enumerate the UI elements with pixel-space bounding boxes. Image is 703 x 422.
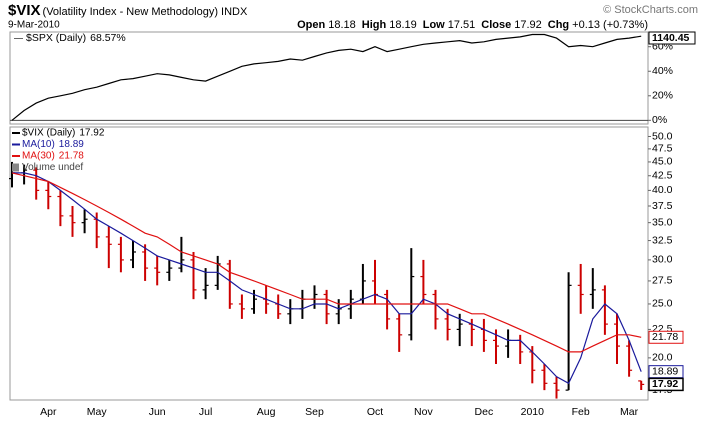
quote-label: Open — [297, 19, 325, 31]
quote-label: High — [362, 19, 387, 31]
value-badge — [648, 377, 684, 392]
quote: Open 18.18 High 18.19 Low 17.51 Close 17.92 Chg +… — [297, 19, 648, 31]
x-tick-label: Sep — [305, 406, 324, 418]
legend-name: $VIX (Daily) — [22, 128, 75, 139]
quote-value: 17.51 — [448, 19, 476, 31]
y-tick-label: 40.0 — [652, 184, 673, 196]
y-tick-label: 47.5 — [652, 143, 673, 155]
legend-swatch — [12, 163, 19, 172]
y-tick-label: 0% — [652, 114, 667, 126]
x-tick-label: Nov — [414, 406, 433, 418]
legend-value: 21.78 — [59, 151, 84, 162]
moving-average — [12, 172, 642, 385]
legend-name: MA(30) — [22, 151, 55, 162]
x-tick-label: Apr — [40, 406, 57, 418]
quote-value: 17.92 — [514, 19, 542, 31]
moving-average — [11, 172, 642, 353]
value-badge-label: 18.89 — [652, 365, 678, 377]
y-tick-label: 42.5 — [652, 170, 673, 182]
legend-value: 18.89 — [59, 139, 84, 150]
x-tick-label: 2010 — [521, 406, 545, 418]
quote-label: Close — [481, 19, 511, 31]
quote-label: Low — [423, 19, 445, 31]
y-tick-label: 20.0 — [652, 352, 673, 364]
y-tick-label: 45.0 — [652, 156, 673, 168]
y-tick-label: 20% — [652, 90, 673, 102]
legend-name: MA(10) — [22, 139, 55, 150]
legend-name: $SPX (Daily) — [26, 32, 86, 44]
bottom-panel — [9, 126, 649, 401]
quote-label: Chg — [548, 19, 569, 31]
symbol: $VIX — [8, 2, 41, 19]
x-tick-label: May — [87, 406, 108, 418]
value-badge — [648, 31, 696, 45]
y-tick-label: 37.5 — [652, 200, 673, 212]
x-tick-label: Jul — [199, 406, 212, 418]
y-tick-label: 50.0 — [652, 130, 673, 142]
credit: © StockCharts.com — [603, 4, 698, 16]
legend-volume: Volume undef — [22, 162, 83, 173]
x-tick-label: Oct — [367, 406, 383, 418]
y-tick-label: 35.0 — [652, 216, 673, 228]
value-badge-label: 21.78 — [652, 331, 678, 343]
y-tick-label: 25.0 — [652, 298, 673, 310]
x-tick-label: Aug — [257, 406, 276, 418]
y-tick-label: 32.5 — [652, 234, 673, 246]
legend-value: 68.57% — [90, 32, 126, 44]
quote-value: +0.13 (+0.73%) — [572, 19, 648, 31]
x-tick-label: Dec — [475, 406, 494, 418]
legend-value: 17.92 — [79, 128, 104, 139]
price-badge: 1140.45 — [652, 32, 690, 44]
quote-value: 18.18 — [328, 19, 356, 31]
value-badge-label: 17.92 — [652, 378, 678, 390]
top-panel — [9, 31, 649, 125]
date: 9-Mar-2010 — [8, 20, 60, 31]
value-badge — [648, 330, 684, 344]
y-tick-label: 40% — [652, 65, 673, 77]
y-tick-label: 27.5 — [652, 275, 673, 287]
x-tick-label: Feb — [572, 406, 590, 418]
description: (Volatility Index - New Methodology) IND… — [43, 6, 248, 18]
y-tick-label: 30.0 — [652, 254, 673, 266]
x-tick-label: Mar — [620, 406, 639, 418]
x-tick-label: Jun — [149, 406, 166, 418]
legend-icon: — — [14, 32, 23, 42]
quote-value: 18.19 — [389, 19, 417, 31]
spx-line — [11, 33, 642, 121]
